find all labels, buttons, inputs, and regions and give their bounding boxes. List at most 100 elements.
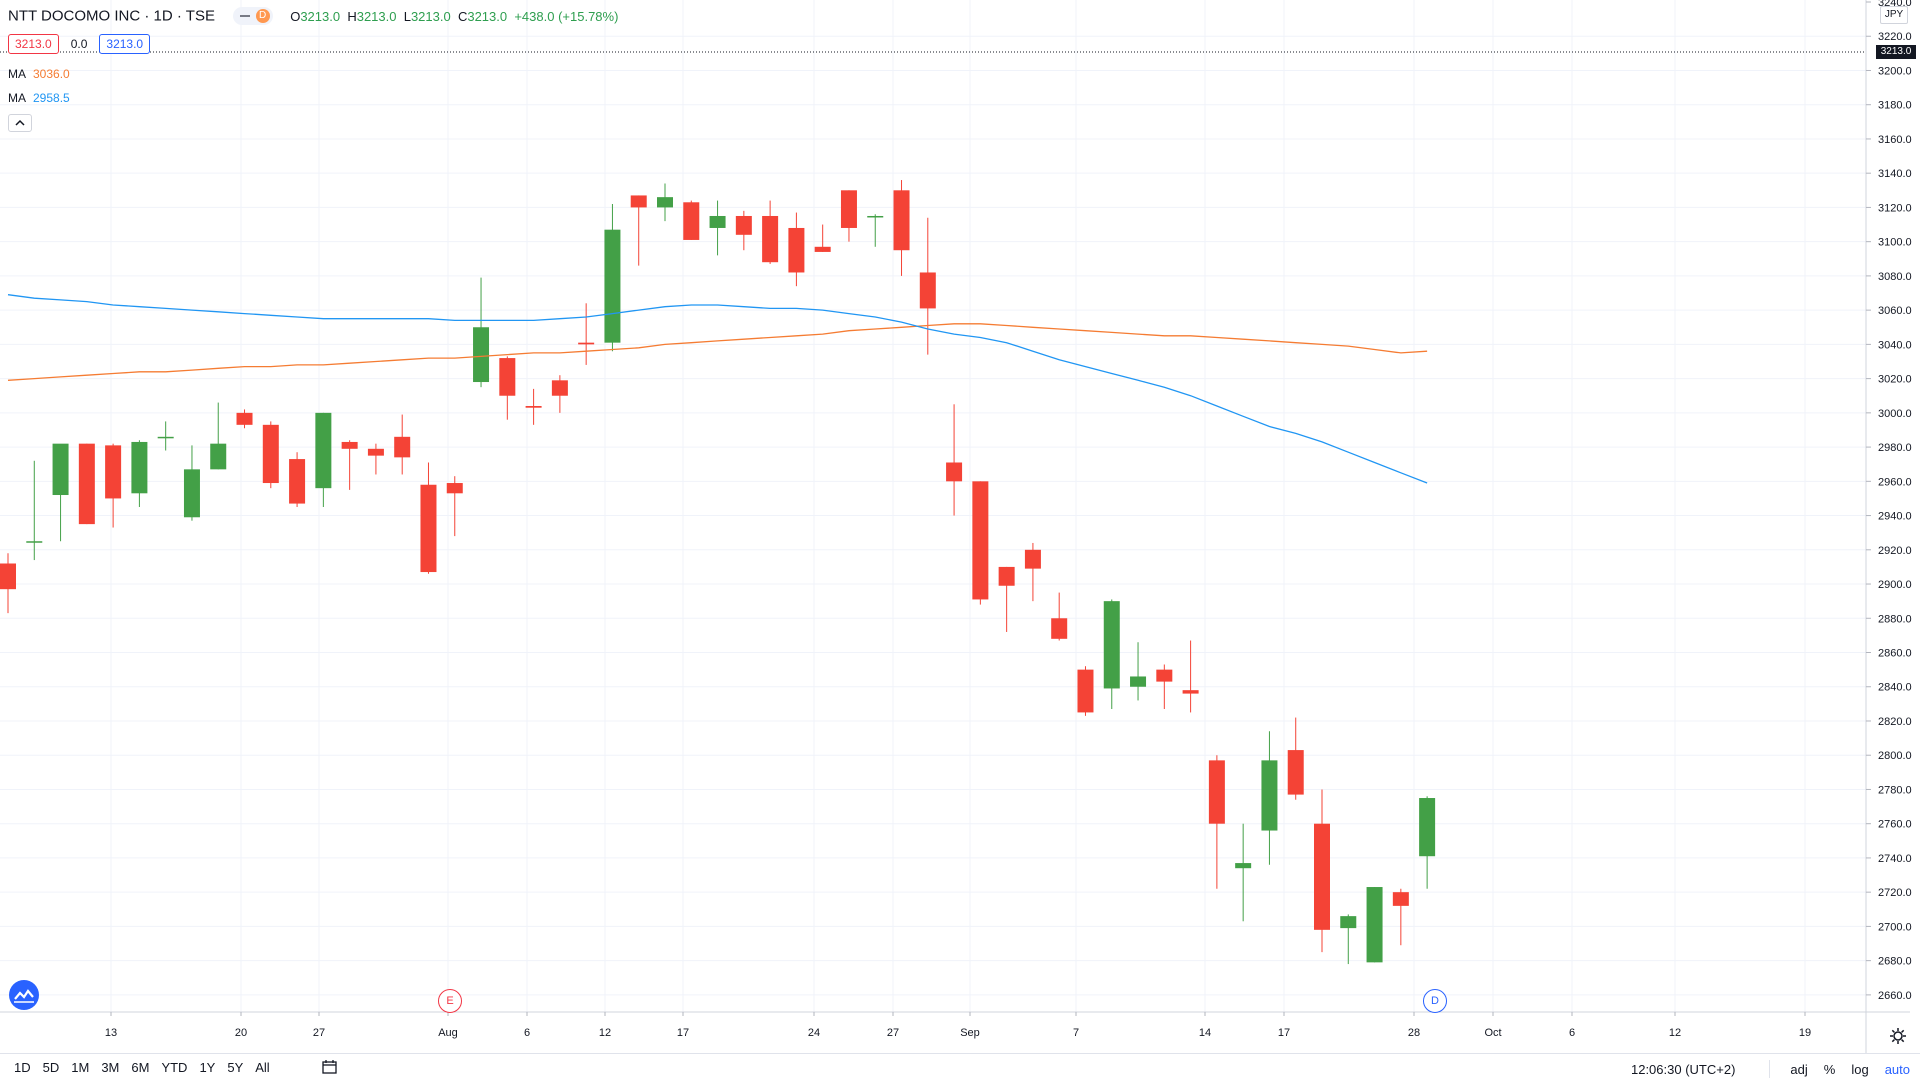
candle-body bbox=[1261, 760, 1278, 831]
range-6m-button[interactable]: 6M bbox=[131, 1060, 150, 1075]
adj-toggle[interactable]: adj bbox=[1790, 1061, 1808, 1077]
candle-body bbox=[735, 215, 752, 235]
eye-icon[interactable] bbox=[238, 11, 252, 21]
symbol-legend: NTT DOCOMO INC · 1D · TSE D O3213.0 H321… bbox=[8, 7, 618, 25]
candle[interactable] bbox=[1419, 796, 1436, 889]
candle[interactable] bbox=[1340, 914, 1357, 965]
range-1d-button[interactable]: 1D bbox=[14, 1060, 31, 1075]
candle-body bbox=[551, 380, 568, 396]
auto-toggle[interactable]: auto bbox=[1884, 1061, 1910, 1077]
candle-body bbox=[893, 190, 910, 251]
candle[interactable] bbox=[814, 224, 831, 252]
candle[interactable] bbox=[394, 414, 411, 475]
candle[interactable] bbox=[420, 462, 437, 574]
candle[interactable] bbox=[1287, 717, 1304, 800]
ask-box[interactable]: 3213.0 bbox=[99, 34, 151, 54]
clock-timezone[interactable]: 12:06:30 (UTC+2) bbox=[1630, 1061, 1736, 1077]
range-ytd-button[interactable]: YTD bbox=[161, 1060, 188, 1075]
candle[interactable] bbox=[1314, 789, 1330, 953]
candle[interactable] bbox=[578, 303, 595, 365]
indicator-ma-1[interactable]: MA 3036.0 bbox=[8, 67, 70, 81]
candle[interactable] bbox=[26, 460, 43, 561]
candle[interactable] bbox=[683, 200, 700, 240]
ma-line-2[interactable] bbox=[7, 294, 1428, 484]
candle[interactable] bbox=[105, 443, 122, 528]
currency-label[interactable]: JPY bbox=[1880, 6, 1908, 24]
candle[interactable] bbox=[0, 553, 16, 614]
candle[interactable] bbox=[867, 214, 884, 247]
candle-body bbox=[1130, 676, 1147, 687]
indicator-ma-2[interactable]: MA 2958.5 bbox=[8, 91, 70, 105]
candle[interactable] bbox=[52, 443, 69, 542]
candle[interactable] bbox=[657, 183, 673, 222]
range-3m-button[interactable]: 3M bbox=[101, 1060, 120, 1075]
candle[interactable] bbox=[341, 440, 358, 490]
candle[interactable] bbox=[1103, 599, 1120, 709]
candle-body bbox=[78, 443, 95, 525]
candle[interactable] bbox=[762, 200, 779, 264]
percent-toggle[interactable]: % bbox=[1823, 1061, 1836, 1077]
tradingview-logo-icon[interactable] bbox=[9, 980, 39, 1010]
ma-line-1[interactable] bbox=[7, 323, 1428, 381]
low-value: 3213.0 bbox=[410, 8, 451, 24]
candle[interactable] bbox=[1077, 666, 1094, 716]
candle[interactable] bbox=[289, 452, 306, 507]
candle[interactable] bbox=[183, 445, 200, 521]
candle[interactable] bbox=[1156, 664, 1173, 709]
candle[interactable] bbox=[367, 443, 384, 475]
candle[interactable] bbox=[236, 409, 253, 429]
candle[interactable] bbox=[525, 388, 542, 425]
log-toggle[interactable]: log bbox=[1851, 1061, 1869, 1077]
candle[interactable] bbox=[551, 375, 568, 413]
range-all-button[interactable]: All bbox=[255, 1060, 270, 1075]
candle[interactable] bbox=[1024, 542, 1041, 602]
symbol-title[interactable]: NTT DOCOMO INC · 1D · TSE bbox=[8, 7, 215, 25]
time-tick-label: 28 bbox=[1408, 1027, 1420, 1039]
candle[interactable] bbox=[630, 195, 647, 266]
candle[interactable] bbox=[131, 440, 148, 507]
candle[interactable] bbox=[919, 217, 936, 355]
time-tick-label: 12 bbox=[599, 1027, 611, 1039]
candle[interactable] bbox=[788, 212, 805, 287]
candle[interactable] bbox=[1051, 592, 1068, 641]
candle[interactable] bbox=[709, 200, 726, 256]
collapse-legend-button[interactable] bbox=[8, 114, 32, 132]
price-chart[interactable]: 3240.0 3220.0 3200.0 3180.0 3160.0 3140.0 3120… bbox=[0, 0, 1920, 1053]
delayed-data-icon[interactable]: D bbox=[255, 9, 270, 23]
candle[interactable] bbox=[1261, 731, 1278, 865]
price-tick-label: 3220.0 bbox=[1878, 31, 1912, 43]
range-1y-button[interactable]: 1Y bbox=[199, 1060, 216, 1075]
earnings-marker[interactable]: E bbox=[438, 989, 462, 1013]
candle[interactable] bbox=[499, 356, 516, 420]
candle[interactable] bbox=[1392, 888, 1409, 946]
candle[interactable] bbox=[1366, 887, 1383, 963]
candle[interactable] bbox=[473, 277, 490, 388]
candle[interactable] bbox=[1130, 642, 1147, 701]
dividend-marker[interactable]: D bbox=[1423, 989, 1447, 1013]
range-1m-button[interactable]: 1M bbox=[71, 1060, 90, 1075]
candle[interactable] bbox=[446, 476, 463, 537]
candle-body bbox=[157, 436, 174, 439]
range-5y-button[interactable]: 5Y bbox=[227, 1060, 244, 1075]
time-tick-label: Oct bbox=[1484, 1027, 1501, 1039]
candle[interactable] bbox=[157, 421, 174, 451]
bid-box[interactable]: 3213.0 bbox=[8, 34, 59, 54]
range-5d-button[interactable]: 5D bbox=[42, 1060, 60, 1075]
candle[interactable] bbox=[1182, 640, 1199, 713]
candle[interactable] bbox=[735, 210, 752, 251]
settings-gear-icon[interactable] bbox=[1888, 1026, 1908, 1046]
candle[interactable] bbox=[315, 412, 332, 507]
candle[interactable] bbox=[262, 421, 279, 489]
candle-body bbox=[1392, 892, 1409, 906]
candle[interactable] bbox=[1208, 755, 1225, 889]
goto-date-icon[interactable] bbox=[321, 1059, 339, 1075]
candle[interactable] bbox=[840, 190, 857, 242]
candle[interactable] bbox=[946, 404, 963, 516]
candle[interactable] bbox=[210, 402, 227, 470]
candle[interactable] bbox=[1235, 823, 1252, 922]
candle[interactable] bbox=[972, 481, 989, 605]
candle[interactable] bbox=[893, 180, 910, 276]
visibility-pill[interactable]: D bbox=[232, 7, 273, 25]
candle[interactable] bbox=[78, 443, 95, 525]
candle[interactable] bbox=[998, 566, 1015, 632]
